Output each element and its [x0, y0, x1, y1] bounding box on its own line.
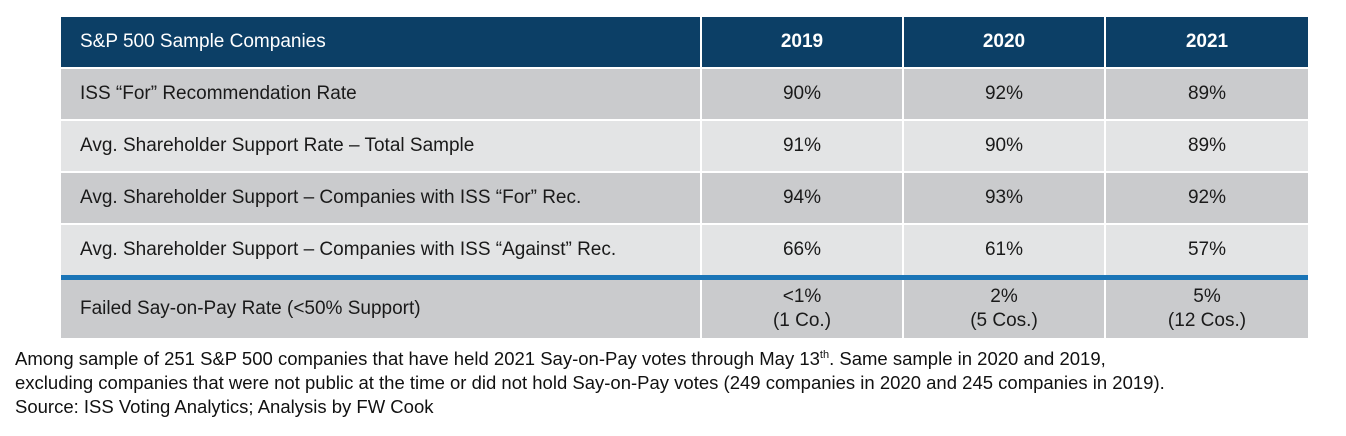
header-label: S&P 500 Sample Companies — [61, 17, 702, 68]
row-value-2019: 66% — [701, 223, 904, 278]
table-row: Avg. Shareholder Support – Companies wit… — [61, 171, 1308, 224]
footnote-line-1: Among sample of 251 S&P 500 companies th… — [15, 347, 1340, 371]
header-year-2020: 2020 — [903, 17, 1106, 68]
row-value-2020: 93% — [903, 171, 1106, 224]
row-value-2020: 92% — [903, 67, 1106, 120]
row-value-2020: 61% — [903, 223, 1106, 278]
row-value-2019: 90% — [701, 67, 904, 120]
failed-count: (12 Cos.) — [1167, 310, 1247, 331]
row-value-2021: 89% — [1105, 119, 1308, 172]
failed-rate: 2% — [990, 286, 1018, 307]
row-value-2019: 91% — [701, 119, 904, 172]
row-label: Avg. Shareholder Support Rate – Total Sa… — [61, 119, 702, 172]
failed-say-on-pay-row: Failed Say-on-Pay Rate (<50% Support) <1… — [61, 275, 1308, 338]
row-value-2020: 90% — [903, 119, 1106, 172]
footnote-line-1-text: Among sample of 251 S&P 500 companies th… — [15, 348, 820, 369]
say-on-pay-table: S&P 500 Sample Companies 2019 2020 2021 … — [61, 17, 1308, 338]
header-year-2021: 2021 — [1105, 17, 1308, 68]
footnote-line-2: excluding companies that were not public… — [15, 372, 1165, 393]
row-label: ISS “For” Recommendation Rate — [61, 67, 702, 120]
footnote-line-1-suffix: . Same sample in 2020 and 2019, — [829, 348, 1106, 369]
row-label: Avg. Shareholder Support – Companies wit… — [61, 223, 702, 278]
row-value-2019: 94% — [701, 171, 904, 224]
footnote: Among sample of 251 S&P 500 companies th… — [15, 347, 1340, 419]
failed-count: (1 Co.) — [772, 310, 832, 331]
failed-rate: 5% — [1193, 286, 1221, 307]
table-header-row: S&P 500 Sample Companies 2019 2020 2021 — [61, 17, 1308, 68]
failed-value-2019: <1% (1 Co.) — [701, 275, 904, 338]
failed-count: (5 Cos.) — [970, 310, 1038, 331]
table-row: Avg. Shareholder Support – Companies wit… — [61, 223, 1308, 278]
table-row: Avg. Shareholder Support Rate – Total Sa… — [61, 119, 1308, 172]
failed-value-2020: 2% (5 Cos.) — [903, 275, 1106, 338]
failed-value-2021: 5% (12 Cos.) — [1105, 275, 1308, 338]
row-label: Avg. Shareholder Support – Companies wit… — [61, 171, 702, 224]
row-value-2021: 92% — [1105, 171, 1308, 224]
header-year-2019: 2019 — [701, 17, 904, 68]
table-row: ISS “For” Recommendation Rate 90% 92% 89… — [61, 67, 1308, 120]
footnote-source: Source: ISS Voting Analytics; Analysis b… — [15, 396, 434, 417]
row-value-2021: 89% — [1105, 67, 1308, 120]
say-on-pay-table-container: S&P 500 Sample Companies 2019 2020 2021 … — [61, 17, 1308, 338]
row-label: Failed Say-on-Pay Rate (<50% Support) — [61, 275, 702, 338]
failed-rate: <1% — [782, 286, 822, 307]
row-value-2021: 57% — [1105, 223, 1308, 278]
footnote-superscript: th — [819, 348, 830, 361]
